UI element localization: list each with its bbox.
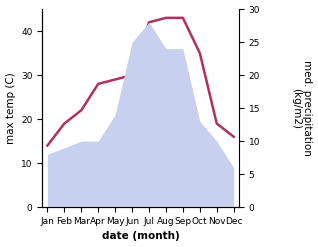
Y-axis label: med. precipitation
(kg/m2): med. precipitation (kg/m2) <box>291 60 313 156</box>
Y-axis label: max temp (C): max temp (C) <box>5 72 16 144</box>
X-axis label: date (month): date (month) <box>102 231 179 242</box>
